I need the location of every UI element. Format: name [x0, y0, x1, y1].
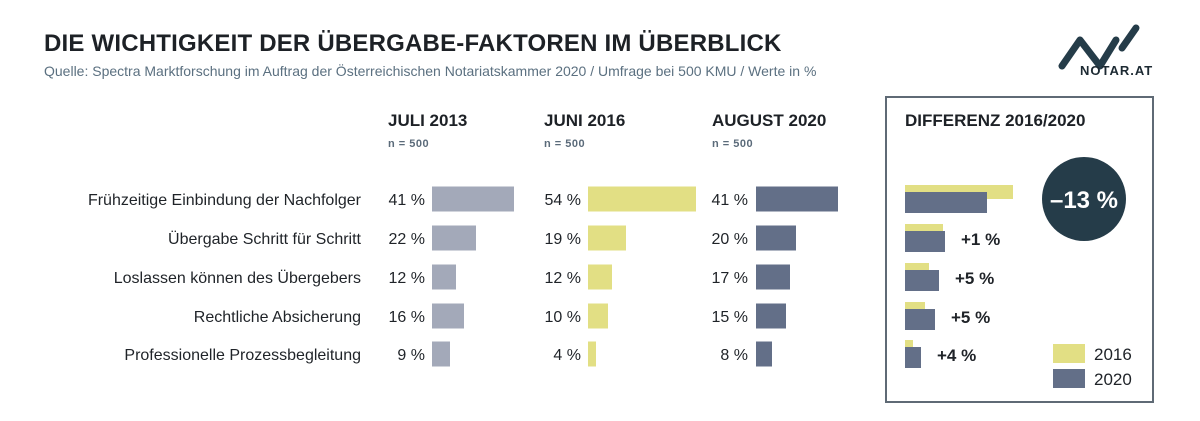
value-label: 19 %: [545, 231, 581, 248]
bar: [756, 264, 790, 290]
value-label: 41 %: [389, 192, 425, 209]
difference-label: +5 %: [955, 269, 994, 288]
difference-panel: [885, 96, 1154, 403]
chart-title: DIE WICHTIGKEIT DER ÜBERGABE-FAKTOREN IM…: [44, 30, 782, 57]
series-header: JULI 2013: [388, 111, 467, 130]
bar: [756, 186, 838, 212]
category-label: Rechtliche Absicherung: [194, 309, 361, 326]
bar: [432, 186, 514, 212]
series-header: AUGUST 2020: [712, 111, 826, 130]
bar: [432, 264, 456, 290]
value-label: 20 %: [712, 231, 748, 248]
difference-label: +1 %: [961, 230, 1000, 249]
difference-badge-label: –13 %: [1050, 187, 1118, 214]
bar: [756, 341, 772, 367]
series-header: JUNI 2016: [544, 111, 625, 130]
difference-badge: [1042, 157, 1126, 241]
value-label: 17 %: [712, 270, 748, 287]
logo-text: NOTAR.AT: [1080, 63, 1154, 78]
value-label: 9 %: [397, 347, 425, 364]
bar: [588, 264, 612, 290]
bar: [588, 303, 608, 329]
bar: [432, 225, 476, 251]
value-label: 22 %: [389, 231, 425, 248]
value-label: 16 %: [389, 309, 425, 326]
diff-bar-2020: [905, 347, 921, 368]
diff-bar-2020: [905, 309, 935, 330]
diff-bar-2020: [905, 270, 939, 291]
diff-bar-2020: [905, 192, 987, 213]
legend-swatch: [1053, 369, 1085, 388]
bar: [756, 225, 796, 251]
bar: [432, 303, 464, 329]
value-label: 41 %: [712, 192, 748, 209]
bar: [756, 303, 786, 329]
legend-label: 2020: [1094, 370, 1132, 389]
bar: [588, 186, 696, 212]
difference-title: DIFFERENZ 2016/2020: [905, 111, 1085, 130]
bar: [588, 341, 596, 367]
category-label: Frühzeitige Einbindung der Nachfolger: [88, 192, 362, 209]
difference-label: +4 %: [937, 346, 976, 365]
value-label: 15 %: [712, 309, 748, 326]
category-label: Übergabe Schritt für Schritt: [168, 230, 362, 248]
value-label: 8 %: [720, 347, 748, 364]
value-label: 10 %: [545, 309, 581, 326]
value-label: 12 %: [389, 270, 425, 287]
diff-bar-2020: [905, 231, 945, 252]
series-sample-size: n = 500: [544, 138, 585, 150]
legend-swatch: [1053, 344, 1085, 363]
series-sample-size: n = 500: [712, 138, 753, 150]
value-label: 54 %: [545, 192, 581, 209]
value-label: 12 %: [545, 270, 581, 287]
difference-label: +5 %: [951, 308, 990, 327]
bar: [588, 225, 626, 251]
value-label: 4 %: [553, 347, 581, 364]
chart-subtitle: Quelle: Spectra Marktforschung im Auftra…: [44, 63, 817, 79]
category-label: Professionelle Prozessbegleitung: [124, 347, 361, 364]
notar-logo-icon: [1058, 24, 1140, 70]
legend-label: 2016: [1094, 345, 1132, 364]
series-sample-size: n = 500: [388, 138, 429, 150]
bar: [432, 341, 450, 367]
category-label: Loslassen können des Übergebers: [114, 269, 361, 287]
